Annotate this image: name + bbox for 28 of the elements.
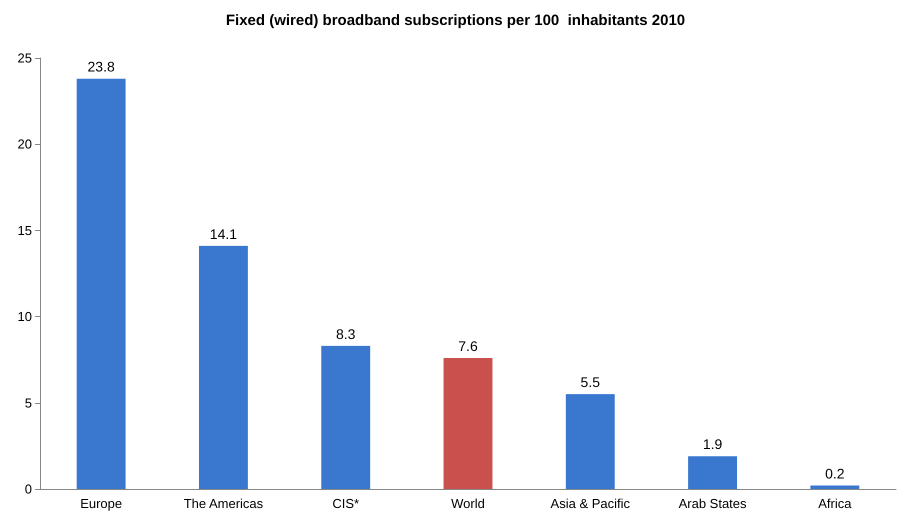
bar <box>810 486 860 489</box>
data-label: 14.1 <box>210 226 238 242</box>
data-label: 5.5 <box>580 374 600 390</box>
data-label: 8.3 <box>336 326 356 342</box>
y-tick-label: 10 <box>18 309 32 324</box>
bar <box>566 394 615 489</box>
x-tick-label: Asia & Pacific <box>550 496 631 511</box>
y-tick-label: 0 <box>24 482 32 496</box>
data-label: 23.8 <box>88 58 115 75</box>
y-tick-label: 20 <box>18 136 32 152</box>
x-tick-label: Africa <box>818 496 852 511</box>
data-label: 1.9 <box>702 436 723 452</box>
x-tick-label: CIS* <box>332 496 360 511</box>
bar <box>444 358 492 489</box>
chart-title: Fixed (wired) broadband subscriptions per 100 inhabitants 2010 <box>226 12 686 29</box>
y-tick-label: 15 <box>18 222 32 238</box>
data-label: 0.2 <box>825 466 845 482</box>
y-tick-label: 5 <box>24 395 32 410</box>
x-tick-label: The Americas <box>184 496 264 511</box>
bar <box>76 78 126 489</box>
bar <box>688 456 738 489</box>
bar <box>198 246 248 489</box>
x-tick-label: Europe <box>80 496 122 511</box>
y-tick-label: 25 <box>18 50 32 66</box>
x-tick-label: World <box>451 496 485 511</box>
bar <box>321 346 370 489</box>
data-label: 7.6 <box>458 338 478 354</box>
x-tick-label: Arab States <box>678 496 748 511</box>
